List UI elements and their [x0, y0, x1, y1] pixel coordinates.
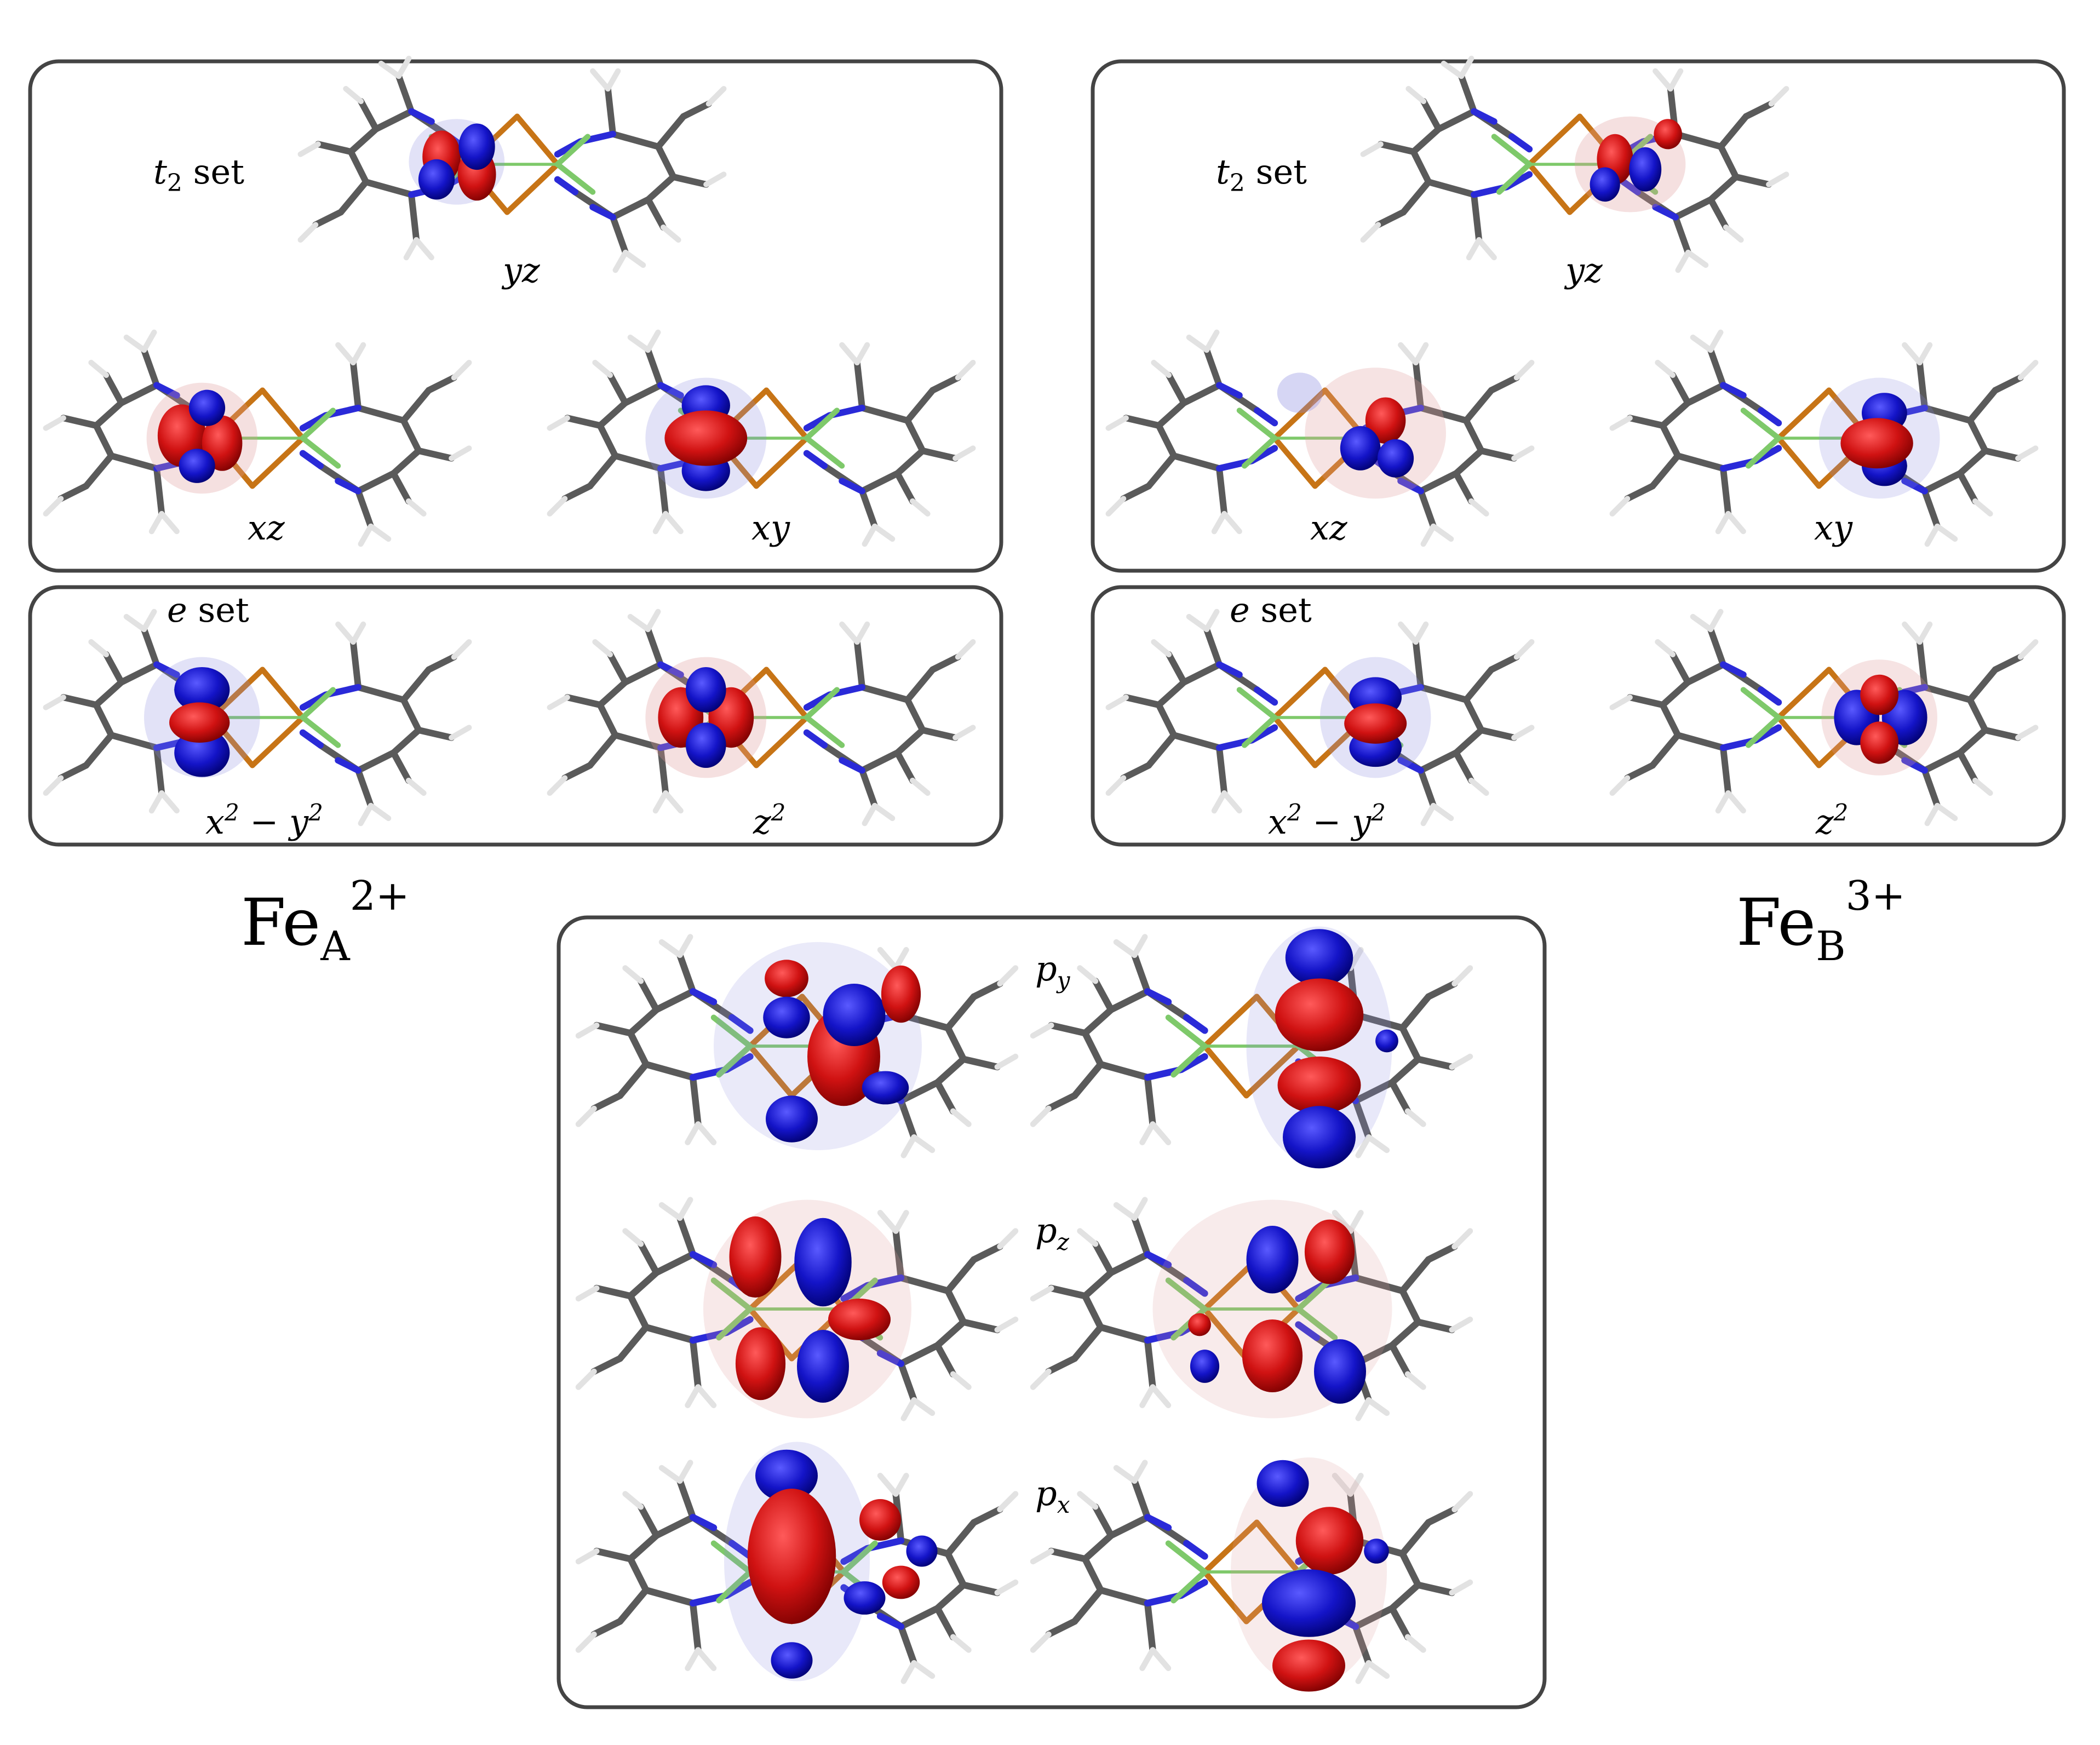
lobe-pos: [882, 1565, 920, 1599]
lobe-pos: [729, 1216, 782, 1298]
feb-xy-molecule: [1613, 332, 2036, 544]
lobe-pos: [1860, 721, 1899, 764]
panel-p-orbitals: [556, 915, 1547, 1709]
feb-z2-molecule: [1613, 612, 2036, 823]
fea-xy-label: xy: [751, 508, 790, 548]
lobe-neg: [1364, 1539, 1389, 1564]
lobe-pos: [1275, 978, 1364, 1052]
lobe-neg: [1190, 1350, 1220, 1383]
lobe-neg: [771, 1642, 813, 1679]
lobe-neg: [1256, 1460, 1309, 1507]
lobe-pos: [747, 1489, 836, 1624]
fea-z2-label: z2: [753, 799, 785, 842]
lobe-neg: [1590, 167, 1620, 202]
feb-z2-label: z2: [1815, 799, 1848, 842]
lobe-neg: [766, 1095, 818, 1143]
lobe-pos: [169, 702, 230, 743]
lobe-neg: [1340, 426, 1381, 470]
panel-feb-e: [1091, 585, 2066, 847]
fea-t2-label: t2 set: [153, 152, 244, 197]
feb-xz-molecule: [1109, 332, 1532, 544]
fea-e-label: e set: [167, 590, 249, 630]
feb-t2-label: t2 set: [1216, 152, 1307, 197]
feb-title: FeB3+: [1736, 873, 1906, 970]
lobe-neg: [686, 722, 726, 768]
py-left-molecule: [578, 937, 1015, 1156]
lobe-neg: [1629, 147, 1662, 192]
lobe-pos: [765, 960, 808, 997]
px-right-molecule: [1033, 1457, 1470, 1692]
lobe-neg: [174, 667, 230, 713]
lobe-neg: [1262, 1569, 1356, 1637]
px-label: px: [1035, 1473, 1070, 1518]
lobe-pos: [881, 965, 921, 1023]
fea-yz-molecule: [301, 59, 724, 270]
pz-left-molecule: [578, 1200, 1015, 1419]
lobe-pos: [1344, 703, 1407, 744]
fea-x2y2-molecule: [46, 612, 469, 823]
lobe-neg: [179, 449, 215, 483]
lobe-pos: [1840, 418, 1913, 469]
lobe-pos: [735, 1327, 786, 1400]
fea-yz-label: yz: [501, 250, 540, 290]
lobe-neg: [188, 389, 226, 426]
feb-yz-label: yz: [1564, 250, 1603, 290]
lobe-pos: [1860, 674, 1899, 715]
lobe-pos: [1277, 1057, 1361, 1114]
fea-x2y2-label: x2 − y2: [205, 799, 323, 842]
lobe-neg: [844, 1581, 886, 1615]
lobe-pos: [1272, 1639, 1345, 1692]
lobe-neg: [458, 123, 495, 170]
lobe-pos: [1304, 1219, 1355, 1284]
fea-xy-molecule: [550, 332, 973, 544]
pz-label: pz: [1035, 1210, 1070, 1255]
lobe-neg: [418, 159, 455, 200]
panel-fea-t2: [28, 59, 1003, 573]
lobe-pos: [859, 1499, 901, 1541]
lobe-pos: [1365, 397, 1406, 444]
lobe-neg: [686, 667, 726, 713]
lobe-neg: [862, 1071, 909, 1105]
feb-yz-molecule: [1363, 59, 1787, 270]
lobe-pos: [1188, 1313, 1211, 1336]
lobe-pos: [1295, 1507, 1364, 1575]
lobe-neg: [906, 1535, 938, 1567]
py-label: py: [1035, 949, 1071, 994]
px-left-molecule: [578, 1442, 1015, 1681]
panel-feb-t2: [1091, 59, 2066, 573]
panel-fea-e: [28, 585, 1003, 847]
lobe-neg: [1377, 439, 1414, 478]
lobe-pos: [664, 410, 748, 466]
pz-right-molecule: [1033, 1200, 1470, 1419]
lobe-neg: [755, 1449, 818, 1502]
lobe-neg: [1285, 929, 1353, 986]
lobe-neg: [763, 996, 810, 1038]
lobe-pos: [828, 1299, 891, 1340]
lobe-neg: [1375, 1029, 1398, 1053]
fea-z2-molecule: [550, 612, 973, 823]
fea-xz-molecule: [46, 332, 469, 544]
lobe-neg: [823, 984, 886, 1046]
feb-xz-label: xz: [1310, 508, 1347, 548]
lobe-neg: [797, 1330, 849, 1403]
feb-x2y2-label: x2 − y2: [1268, 799, 1386, 842]
py-right-molecule: [1033, 926, 1470, 1169]
fea-xz-label: xz: [248, 508, 285, 548]
fea-title: FeA2+: [241, 873, 410, 970]
lobe-neg: [1246, 1226, 1299, 1294]
lobe-pos: [1654, 119, 1682, 150]
lobe-neg: [794, 1218, 852, 1307]
lobe-neg: [1314, 1339, 1366, 1404]
feb-x2y2-molecule: [1109, 612, 1532, 823]
lobe-pos: [1242, 1319, 1303, 1392]
feb-e-label: e set: [1230, 590, 1312, 630]
lobe-neg: [1283, 1106, 1356, 1169]
feb-xy-label: xy: [1814, 508, 1853, 548]
